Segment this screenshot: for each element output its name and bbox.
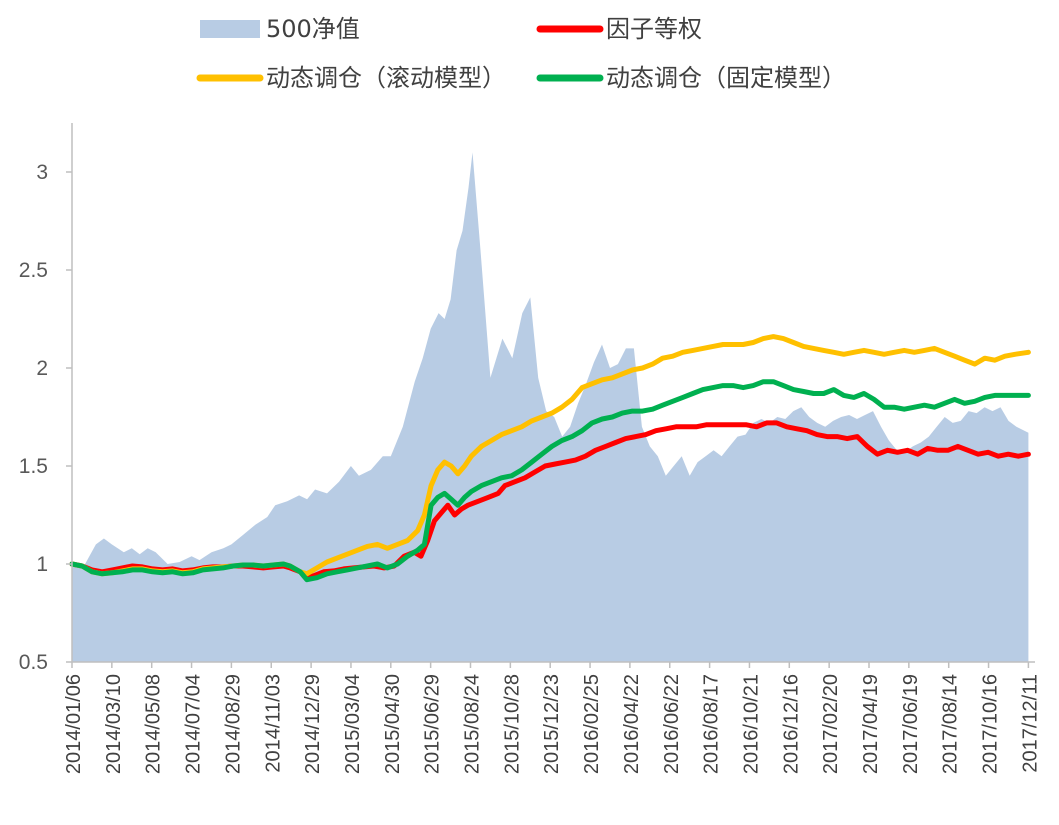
x-tick-label: 2015/04/30 [382, 674, 404, 774]
legend-label-factor-equal: 因子等权 [606, 15, 702, 43]
x-tick-label: 2015/03/04 [342, 674, 364, 774]
x-tick-label: 2017/06/19 [900, 674, 922, 774]
x-tick-label: 2016/04/22 [621, 674, 643, 774]
plot-area [69, 152, 1031, 662]
series-line-fixed [69, 379, 1031, 583]
y-tick-label: 2.5 [19, 259, 48, 282]
y-tick-label: 3 [36, 161, 48, 184]
legend-item-csi500[interactable]: 500净值 [200, 15, 360, 43]
legend-label-rolling: 动态调仓（滚动模型） [266, 64, 506, 92]
x-tick-label: 2015/08/24 [462, 674, 484, 774]
x-tick-label: 2016/10/21 [740, 674, 762, 774]
y-axis: 0.5 1 1.5 2 2.5 3 [19, 123, 73, 674]
x-tick-label: 2017/10/16 [980, 674, 1002, 774]
legend-swatch-csi500 [200, 20, 260, 38]
x-tick-label: 2016/06/22 [661, 674, 683, 774]
x-tick-label: 2016/08/17 [701, 674, 723, 774]
x-tick-label: 2015/10/28 [501, 674, 523, 774]
x-tick-label: 2016/12/16 [780, 674, 802, 774]
y-tick-label: 0.5 [19, 651, 48, 674]
y-tick-label: 2 [36, 357, 48, 380]
x-tick-label: 2014/01/06 [63, 674, 85, 774]
series-area-csi500 [72, 152, 1029, 662]
x-tick-label: 2015/12/23 [541, 674, 563, 774]
legend-item-factor-equal[interactable]: 因子等权 [536, 15, 702, 43]
x-tick-label: 2017/12/11 [1019, 674, 1041, 773]
x-tick-label: 2014/07/04 [183, 674, 205, 774]
x-tick-label: 2017/02/20 [820, 674, 842, 774]
x-tick-label: 2017/04/19 [860, 674, 882, 774]
x-tick-label: 2014/08/29 [222, 674, 244, 774]
legend-item-rolling[interactable]: 动态调仓（滚动模型） [196, 64, 506, 92]
x-tick-label: 2017/08/14 [940, 674, 962, 774]
x-tick-label: 2014/03/10 [103, 674, 125, 774]
legend-label-fixed: 动态调仓（固定模型） [606, 64, 846, 92]
legend-label-csi500: 500净值 [266, 15, 360, 43]
y-tick-label: 1.5 [19, 455, 48, 478]
x-tick-label: 2016/02/25 [581, 674, 603, 774]
x-tick-label: 2014/12/29 [302, 674, 324, 774]
x-tick-label: 2015/06/29 [422, 674, 444, 774]
x-tick-label: 2014/11/03 [262, 674, 284, 773]
x-axis: 2014/01/06 2014/03/10 2014/05/08 2014/07/04… [63, 661, 1041, 774]
x-tick-label: 2014/05/08 [143, 674, 165, 774]
legend: 500净值 因子等权 动态调仓（滚动模型） 动态调仓（固定模型） [196, 15, 846, 92]
legend-item-fixed[interactable]: 动态调仓（固定模型） [536, 64, 846, 92]
y-tick-label: 1 [36, 553, 48, 576]
